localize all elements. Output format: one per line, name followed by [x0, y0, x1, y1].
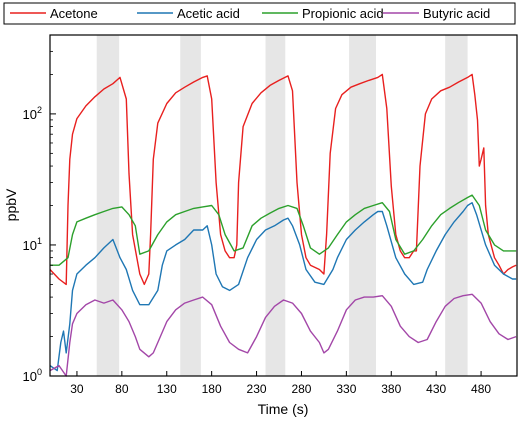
legend: Acetone Acetic acid Propionic acid Butyric … — [3, 2, 516, 25]
series-line-propionic-acid — [50, 194, 517, 266]
x-tick-label-130: 130 — [157, 382, 177, 396]
y-axis-ticks: 100 101 102 — [23, 34, 56, 384]
shaded-region-5 — [445, 35, 468, 376]
x-axis-ticks: 30 80 130 180 230 280 330 380 430 480 — [70, 371, 491, 396]
x-tick-label-180: 180 — [202, 382, 222, 396]
shaded-region-1 — [96, 35, 120, 376]
x-tick-label-380: 380 — [381, 382, 401, 396]
series-line-acetic-acid — [49, 201, 517, 372]
x-tick-label-30: 30 — [70, 382, 84, 396]
y-tick-label-10: 101 — [23, 236, 42, 253]
y-tick-label-1: 100 — [23, 367, 42, 384]
shaded-region-3 — [265, 35, 286, 376]
shaded-regions — [96, 35, 468, 376]
series-line-butyric-acid — [49, 293, 517, 377]
shaded-region-2 — [180, 35, 201, 376]
x-tick-label-480: 480 — [471, 382, 491, 396]
y-tick-label-100: 102 — [23, 105, 42, 122]
legend-label-acetone: Acetone — [50, 6, 98, 21]
x-tick-label-80: 80 — [115, 382, 129, 396]
legend-label-acetic-acid: Acetic acid — [177, 6, 240, 21]
x-tick-label-230: 230 — [247, 382, 267, 396]
legend-label-butyric-acid: Butyric acid — [423, 6, 490, 21]
x-axis-label: Time (s) — [258, 401, 309, 417]
x-tick-label-430: 430 — [426, 382, 446, 396]
y-axis-label: ppbV — [3, 188, 19, 221]
legend-label-propionic-acid: Propionic acid — [302, 6, 384, 21]
x-tick-label-280: 280 — [291, 382, 311, 396]
series-line-acetone — [49, 73, 517, 286]
series-lines — [49, 73, 517, 377]
x-tick-label-330: 330 — [336, 382, 356, 396]
legend-box — [3, 2, 516, 25]
